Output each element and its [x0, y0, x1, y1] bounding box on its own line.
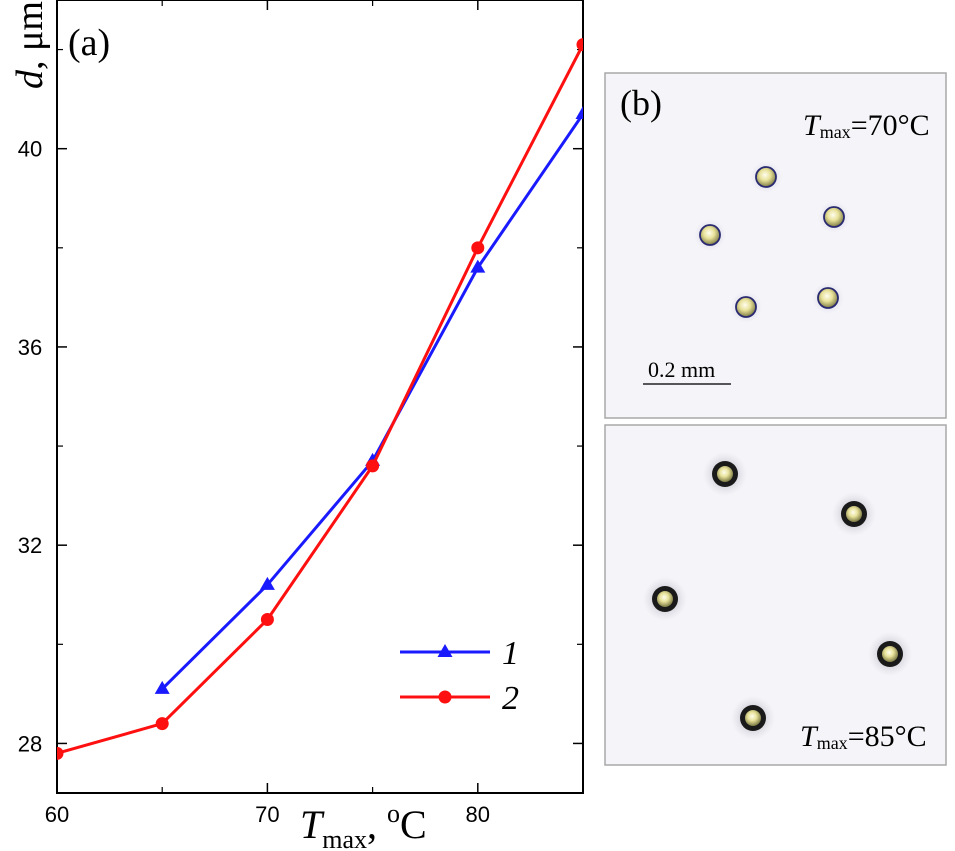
micrograph-bottom-temperature: Tmax=85°C: [800, 720, 927, 753]
x-tick-label: 80: [466, 802, 490, 827]
droplet: [817, 287, 839, 309]
plot-frame: [56, 0, 584, 794]
droplets-bottom: [643, 452, 912, 740]
series-2-point: [471, 241, 485, 255]
droplet: [755, 166, 777, 188]
droplet: [735, 296, 757, 318]
micrograph-bottom-t-symbol: T: [800, 720, 819, 753]
legend: 1 2: [400, 635, 519, 717]
series-1-point: [470, 259, 486, 273]
x-axis-symbol: T: [300, 802, 325, 847]
micrograph-top-t-value: =70°C: [851, 109, 930, 142]
axis-tick-labels: 60 70 80 28 32 36 40: [18, 137, 490, 827]
series-2-point: [576, 38, 583, 52]
droplet: [699, 224, 721, 246]
series-1-point: [154, 680, 170, 694]
x-axis-label: Tmax, oC: [300, 799, 427, 851]
y-tick-label: 36: [18, 335, 42, 360]
panel-label-b: (b): [620, 83, 662, 123]
y-tick-label: 28: [18, 731, 42, 756]
x-axis-unit: C: [400, 802, 427, 847]
y-axis-unit: , μm: [9, 1, 51, 70]
micrograph-bottom-t-subscript: max: [817, 733, 848, 753]
micrograph-top-temperature: Tmax=70°C: [803, 109, 930, 142]
series-2-point: [155, 717, 169, 731]
x-tick-label: 60: [45, 802, 69, 827]
panel-label-a: (a): [68, 22, 110, 64]
svg-text:d, μm: d, μm: [9, 1, 51, 89]
micrograph-bottom: Tmax=85°C: [604, 424, 947, 766]
legend-marker-2: [438, 690, 452, 704]
axis-ticks: [56, 0, 583, 793]
scale-bar-label: 0.2 mm: [648, 357, 715, 382]
droplet: [882, 646, 898, 662]
series-2-point: [57, 746, 64, 760]
series-2-point: [366, 459, 380, 473]
x-tick-label: 70: [255, 802, 279, 827]
droplet: [717, 466, 733, 482]
y-axis-symbol: d: [9, 69, 51, 89]
droplets-top: [694, 161, 850, 323]
series-layer: [57, 38, 583, 760]
series-1-point: [575, 105, 583, 119]
series-1-line: [161, 113, 583, 690]
series-1-point: [259, 576, 275, 590]
series-2-line: [57, 43, 583, 755]
y-tick-label: 40: [18, 137, 42, 162]
series-2-point: [260, 613, 274, 627]
legend-label-1: 1: [502, 635, 519, 672]
micrograph-top-t-subscript: max: [820, 122, 851, 142]
x-axis-subscript: max: [322, 825, 367, 851]
x-axis-unit-sup: o: [387, 799, 400, 828]
y-tick-label: 32: [18, 533, 42, 558]
legend-marker-1: [437, 644, 453, 657]
droplet: [745, 710, 761, 726]
micrograph-top-background: [604, 72, 947, 419]
chart-panel: 60 70 80 28 32 36 40 (a) d, μm Tmax, oC 1 2: [9, 0, 584, 851]
x-axis-comma: ,: [367, 802, 377, 847]
micrograph-top: (b) Tmax=70°C 0.2 mm: [604, 72, 947, 419]
droplet: [846, 506, 862, 522]
droplet: [823, 206, 845, 228]
droplet: [657, 591, 673, 607]
micrograph-top-t-symbol: T: [803, 109, 822, 142]
legend-label-2: 2: [502, 680, 519, 717]
micrograph-bottom-t-value: =85°C: [848, 720, 927, 753]
y-axis-label: d, μm: [9, 1, 51, 89]
